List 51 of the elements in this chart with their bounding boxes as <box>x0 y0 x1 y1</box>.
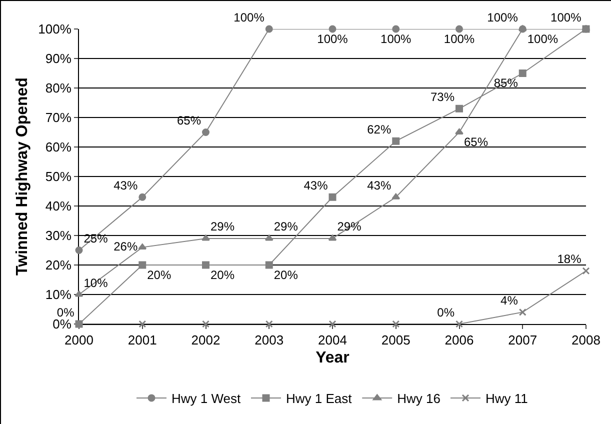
x-tick-label: 2002 <box>191 332 220 348</box>
data-label: 29% <box>337 220 362 234</box>
x-tick-label: 2001 <box>128 332 157 348</box>
y-tick-label: 0% <box>52 316 72 332</box>
y-tick-label: 40% <box>45 198 72 214</box>
data-label: 73% <box>430 90 455 104</box>
data-label: 20% <box>274 268 298 282</box>
y-tick-label: 50% <box>45 169 72 184</box>
data-label: 0% <box>437 305 455 320</box>
data-label: 65% <box>464 135 488 149</box>
data-label: 100% <box>380 32 412 46</box>
y-tick-label: 90% <box>45 51 72 66</box>
x-tick-label: 2008 <box>572 332 600 348</box>
x-tick-label: 2004 <box>318 332 347 348</box>
legend-label: Hwy 1 West <box>172 391 241 406</box>
data-label: 43% <box>114 178 138 192</box>
data-label: 100% <box>527 32 558 46</box>
x-tick-label: 2000 <box>64 332 94 348</box>
legend-label: Hwy 11 <box>485 391 528 406</box>
y-tick-label: 70% <box>45 110 72 126</box>
data-label: 100% <box>444 32 475 46</box>
data-label: 100% <box>234 10 265 24</box>
y-tick-label: 60% <box>45 140 72 155</box>
data-label: 29% <box>274 220 298 234</box>
y-tick-label: 10% <box>45 287 72 302</box>
data-label: 100% <box>550 10 582 24</box>
x-axis-title: Year <box>316 349 350 366</box>
x-tick-label: 2003 <box>254 332 284 348</box>
data-label: 20% <box>147 268 172 282</box>
data-label: 29% <box>210 220 235 234</box>
data-label: 43% <box>367 178 392 192</box>
data-label: 10% <box>84 276 108 290</box>
y-tick-label: 20% <box>45 258 72 273</box>
data-label: 100% <box>487 10 518 24</box>
data-label: 20% <box>210 268 235 282</box>
legend-label: Hwy 16 <box>397 391 440 406</box>
x-tick-label: 2005 <box>381 332 410 348</box>
data-label: 26% <box>114 239 138 254</box>
y-axis-title: Twinned Highway Opened <box>14 78 32 276</box>
x-tick-label: 2007 <box>508 332 538 348</box>
x-tick-label: 2006 <box>444 332 474 348</box>
y-tick-label: 30% <box>45 228 72 244</box>
data-label: 100% <box>317 32 348 46</box>
y-tick-label: 80% <box>45 80 72 96</box>
data-label: 43% <box>304 178 328 192</box>
legend-label: Hwy 1 East <box>286 391 352 406</box>
data-label: 62% <box>367 122 392 136</box>
data-label: 85% <box>494 76 518 90</box>
data-label: 18% <box>557 252 582 266</box>
data-label: 4% <box>500 293 518 308</box>
y-tick-label: 100% <box>38 22 72 37</box>
